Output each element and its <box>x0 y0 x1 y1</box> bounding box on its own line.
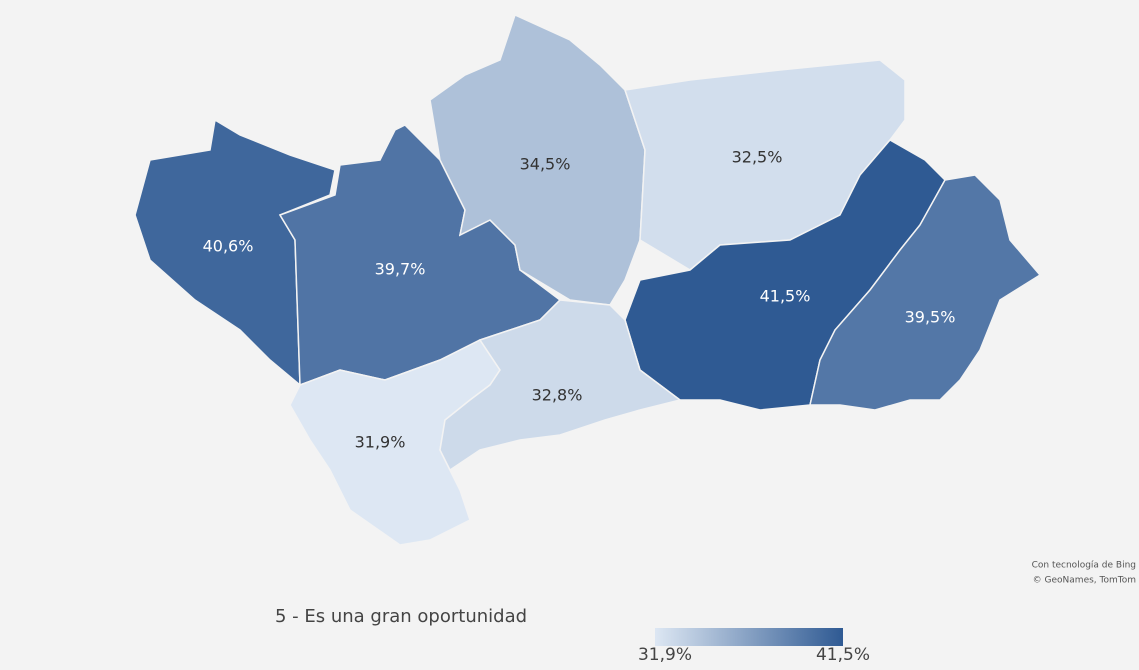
attribution: Con tecnología de Bing <box>1032 561 1136 571</box>
region-label: 32,5% <box>732 148 783 167</box>
region-label: 40,6% <box>203 237 254 256</box>
legend-gradient <box>655 628 843 646</box>
region-label: 39,5% <box>905 308 956 327</box>
region <box>439 299 682 491</box>
region-label: 41,5% <box>760 287 811 306</box>
legend-max: 41,5% <box>816 645 870 665</box>
region <box>429 13 646 306</box>
region-label: 34,5% <box>520 155 571 174</box>
attribution: © GeoNames, TomTom <box>1033 576 1136 586</box>
region-label: 32,8% <box>532 386 583 405</box>
region <box>809 174 1042 411</box>
region-label: 39,7% <box>375 260 426 279</box>
regions: 40,6% 39,7% 34,5% 32,5% 41,5% 39,5% 31,9% 32,8% <box>134 13 1042 546</box>
legend-title: 5 - Es una gran oportunidad <box>275 606 527 627</box>
legend-min: 31,9% <box>638 645 692 665</box>
region-label: 31,9% <box>355 433 406 452</box>
